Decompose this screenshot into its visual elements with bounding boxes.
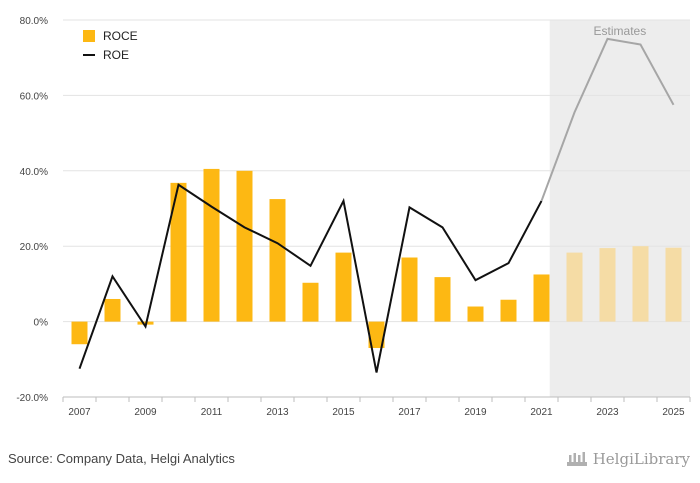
chart: -20.0% 0% 20.0% 40.0% 60.0% 80.0% 2007 2009 201… [16,16,691,418]
y-tick-label: 60.0% [20,91,48,102]
roe-line-actual [78,183,543,373]
roe-line [78,37,675,373]
roce-bar-2008 [104,298,121,322]
brand-name: HelgiLibrary [592,450,690,468]
legend: ROCE ROE [83,29,138,62]
library-icon [566,452,587,466]
roce-bar-2022 [566,252,583,322]
roce-bars [71,168,682,348]
roce-bar-2023 [599,248,616,322]
y-axis-ticks: -20.0% 0% 20.0% 40.0% 60.0% 80.0% [16,16,48,404]
roce-bar-2007 [71,321,88,345]
roce-bar-2024 [632,246,649,322]
y-tick-label: 80.0% [20,16,48,27]
y-tick-label: -20.0% [16,393,48,404]
roce-bar-2017 [401,257,418,322]
legend-roce-label: ROCE [103,29,138,43]
legend-roce-swatch [83,30,95,42]
roce-bar-2021 [533,274,550,322]
x-tick-label: 2017 [398,407,421,418]
x-tick-label: 2025 [662,407,685,418]
estimates-label: Estimates [594,24,647,38]
brand-logo: HelgiLibrary [565,450,690,468]
x-tick-label: 2011 [201,407,223,418]
roce-bar-2020 [500,299,517,322]
roce-bar-2018 [434,277,451,322]
x-tick-label: 2013 [266,407,289,418]
roce-bar-2010 [170,182,187,322]
estimates-region [549,20,690,397]
y-tick-label: 20.0% [20,242,48,253]
x-tick-label: 2007 [68,407,91,418]
roce-bar-2025 [665,247,682,322]
roce-bar-2019 [467,306,484,322]
y-tick-label: 0% [34,318,49,329]
x-tick-label: 2021 [530,407,553,418]
x-tick-label: 2019 [464,407,487,418]
x-tick-label: 2023 [596,407,619,418]
roce-bar-2015 [335,252,352,322]
roce-bar-2013 [269,199,286,322]
roce-bar-2012 [236,170,253,322]
y-tick-label: 40.0% [20,167,48,178]
roe-line-estimate [540,37,675,202]
roce-bar-2014 [302,282,319,322]
x-axis: 2007 2009 2011 2013 2015 2017 2019 2021 2023 2025 [62,396,691,418]
roce-bar-2016 [368,321,385,348]
legend-roe-label: ROE [103,48,129,62]
source-note: Source: Company Data, Helgi Analytics [8,451,235,466]
roce-bar-2011 [203,168,220,322]
x-tick-label: 2015 [332,407,355,418]
x-tick-label: 2009 [134,407,157,418]
